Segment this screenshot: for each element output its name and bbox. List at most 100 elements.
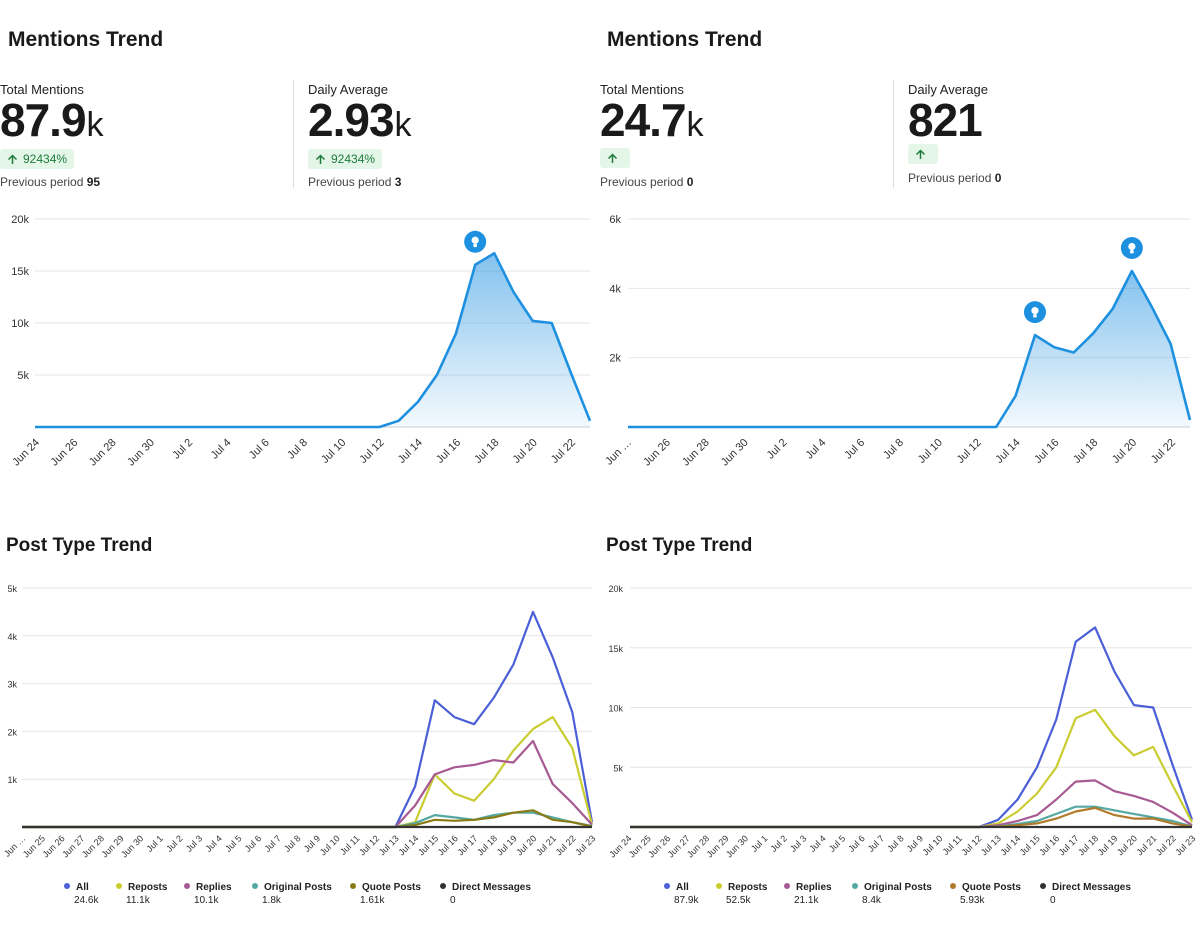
y-tick-label: 5k (17, 370, 29, 382)
legend-label: Direct Messages (1052, 882, 1131, 893)
x-tick-label: Jul 14 (993, 437, 1022, 466)
series-line-all (22, 610, 594, 829)
previous-period-value: 0 (686, 175, 694, 189)
legend-label: Reposts (728, 882, 768, 893)
x-tick-label: Jun 28 (87, 437, 119, 469)
arrow-up-icon (607, 152, 618, 164)
legend-item-direct-messages[interactable]: Direct Messages 0 (440, 882, 531, 906)
legend-value: 0 (450, 895, 456, 906)
series-line-quote-posts (630, 806, 1193, 829)
x-tick-label: Jun 24 (10, 437, 42, 469)
series-line-reposts (22, 716, 594, 829)
legend-item-quote-posts[interactable]: Quote Posts 5.93k (950, 882, 1021, 906)
mentions-line (35, 252, 592, 429)
mentions-area (35, 253, 590, 427)
insight-marker-icon[interactable] (464, 230, 487, 253)
x-tick-label: Jul 4 (209, 437, 234, 462)
x-tick-label: Jul 16 (434, 437, 463, 466)
x-tick-label: Jul 10 (916, 437, 945, 466)
y-tick-label: 2k (609, 353, 621, 365)
insight-marker-icon[interactable] (1023, 301, 1046, 324)
y-tick-label: 10k (11, 318, 29, 330)
y-tick-label: 6k (609, 214, 621, 226)
x-tick-label: Jul 3 (184, 833, 205, 854)
legend-value: 0 (1050, 895, 1056, 906)
x-tick-label: Jul 21 (534, 833, 558, 857)
y-tick-label: 2k (7, 727, 17, 737)
legend-label: Direct Messages (452, 882, 531, 893)
mentions-line (628, 269, 1192, 429)
mentions-trend-chart[interactable]: 5k 10k 15k 20k Jun 24 Jun 26 Jun 28 Jun 30 Jul 2… (0, 205, 600, 485)
insight-marker-icon[interactable] (1120, 237, 1143, 259)
x-tick-label: Jul 14 (396, 437, 425, 466)
post-type-legend: All 87.9k Reposts 52.5k Replies 21.1k Origi… (600, 882, 1200, 922)
legend-dot (440, 883, 446, 890)
legend-dot (716, 883, 722, 890)
series-line-original-posts (630, 805, 1193, 829)
legend-item-direct-messages[interactable]: Direct Messages 0 (1040, 882, 1131, 906)
x-tick-label: Jul 1 (144, 833, 165, 854)
x-tick-label: Jul 6 (243, 833, 264, 854)
legend-item-original-posts[interactable]: Original Posts 8.4k (852, 882, 932, 906)
legend-dot (252, 883, 258, 890)
daily-average-previous: Previous period 0 (908, 171, 1001, 185)
legend-item-all[interactable]: All 87.9k (664, 882, 698, 906)
legend-dot (1040, 883, 1046, 890)
legend-label: All (676, 882, 689, 893)
x-tick-label: Jun … (603, 437, 634, 468)
legend-item-replies[interactable]: Replies 10.1k (184, 882, 232, 906)
x-tick-label: Jul 4 (203, 833, 224, 854)
x-tick-label: Jul 4 (807, 833, 828, 854)
legend-item-reposts[interactable]: Reposts 52.5k (716, 882, 767, 906)
legend-item-replies[interactable]: Replies 21.1k (784, 882, 832, 906)
legend-value: 1.8k (262, 895, 281, 906)
x-tick-label: Jul 16 (1037, 833, 1061, 857)
total-mentions-number: 24.7 (600, 94, 687, 146)
legend-item-quote-posts[interactable]: Quote Posts 1.61k (350, 882, 421, 906)
legend-item-original-posts[interactable]: Original Posts 1.8k (252, 882, 332, 906)
x-tick-label: Jul 23 (1173, 833, 1197, 857)
x-tick-label: Jul 2 (765, 437, 790, 462)
total-mentions-label: Total Mentions (600, 82, 684, 97)
y-tick-label: 3k (7, 680, 17, 690)
previous-period-value: 3 (394, 175, 402, 189)
previous-period-value: 0 (994, 171, 1002, 185)
total-mentions-unit: k (86, 106, 104, 144)
y-tick-label: 4k (609, 283, 621, 295)
x-tick-label: Jul 11 (338, 833, 362, 857)
mentions-trend-title: Mentions Trend (8, 28, 164, 51)
y-tick-label: 1k (7, 775, 17, 785)
x-tick-label: Jul 7 (866, 833, 887, 854)
legend-item-reposts[interactable]: Reposts 11.1k (116, 882, 167, 906)
x-tick-label: Jul 1 (749, 833, 770, 854)
x-tick-label: Jul 15 (1018, 833, 1042, 857)
daily-average-previous: Previous period 3 (308, 175, 401, 189)
x-tick-label: Jul 14 (998, 833, 1022, 857)
legend-value: 24.6k (74, 895, 99, 906)
y-tick-label: 4k (7, 632, 17, 642)
daily-average-number: 2.93 (308, 94, 395, 146)
legend-label: Reposts (128, 882, 168, 893)
arrow-up-icon (315, 153, 326, 165)
legend-item-all[interactable]: All 24.6k (64, 882, 98, 906)
legend-dot (852, 883, 858, 890)
x-tick-label: Jul 20 (511, 437, 540, 466)
mentions-trend-chart[interactable]: 2k 4k 6k Jun … Jun 26 Jun 28 Jun 30 Jul 2 Jul 4 J… (600, 205, 1200, 485)
x-tick-label: Jul 21 (1134, 833, 1158, 857)
legend-label: Original Posts (864, 882, 932, 893)
x-tick-label: Jul 5 (827, 833, 848, 854)
y-tick-label: 15k (608, 644, 623, 654)
y-tick-label: 5k (613, 763, 623, 773)
x-tick-label: Jul 8 (285, 437, 310, 462)
total-mentions-change: 92434% (23, 152, 68, 166)
x-tick-label: Jul 22 (554, 833, 578, 857)
legend-label: Quote Posts (362, 882, 421, 893)
total-mentions-number: 87.9 (0, 94, 87, 146)
post-type-trend-title: Post Type Trend (6, 535, 153, 556)
arrow-up-icon (7, 153, 18, 165)
y-tick-label: 20k (11, 214, 29, 226)
x-tick-label: Jun 26 (641, 437, 673, 469)
x-tick-label: Jul 10 (921, 833, 945, 857)
